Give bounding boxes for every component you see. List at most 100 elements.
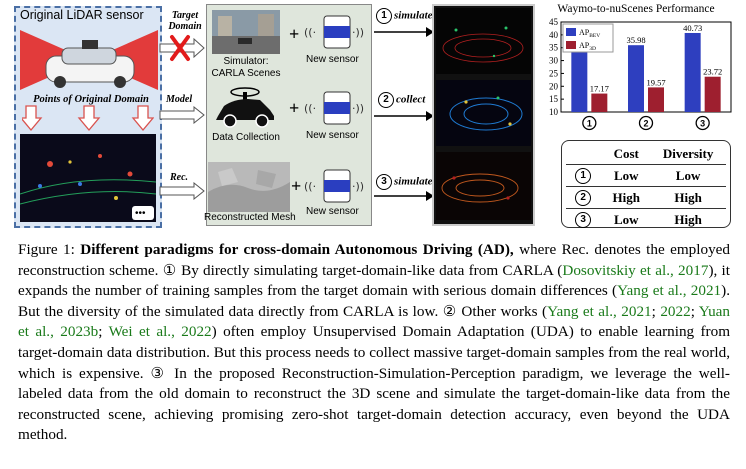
row-2-diversity: High xyxy=(650,186,726,209)
reconstructed-mesh-caption: Reconstructed Mesh xyxy=(204,212,296,223)
citation-link[interactable]: Yuan et al., 2023b xyxy=(18,302,730,341)
data-label: 17.17 xyxy=(590,84,609,94)
caption-text: Other works ( xyxy=(456,302,548,320)
citation-link[interactable]: 2022 xyxy=(660,302,691,320)
svg-text:((·: ((· xyxy=(304,102,316,115)
caption-prefix: Figure 1: xyxy=(18,241,81,258)
citation-link[interactable]: Wei et al., 2022 xyxy=(108,323,212,341)
step-1-label: 1 simulate xyxy=(376,8,433,24)
caption-text: ; xyxy=(98,323,109,341)
caption-text: ; xyxy=(690,302,699,320)
new-sensor-icon-2: ((· ·)) xyxy=(304,91,364,125)
caption-text: By directly simulating target-domain-lik… xyxy=(176,261,563,279)
down-arrows-icon xyxy=(22,105,154,132)
new-sensor-label-3: New sensor xyxy=(306,206,359,217)
legend-swatch xyxy=(566,41,576,49)
points-of-original-domain-label: Points of Original Domain xyxy=(33,94,149,105)
caption-bold-title: Different paradigms for cross-domain Aut… xyxy=(80,241,514,258)
new-sensor-icon-1: ((· ·)) xyxy=(304,15,364,49)
simulated-point-cloud-1 xyxy=(436,8,531,74)
step-1-arrow xyxy=(374,27,434,37)
ellipsis-badge: ••• xyxy=(135,208,146,219)
plus-sign-2: + xyxy=(289,98,300,118)
model-label: Model xyxy=(166,94,193,105)
row-1-diversity: Low xyxy=(675,167,701,183)
row-3-cost: Low xyxy=(602,208,651,230)
new-sensor-icon-3: ((· ·)) xyxy=(304,169,364,203)
table-header-row: Cost Diversity xyxy=(566,143,726,165)
y-tick-label: 30 xyxy=(549,56,559,66)
bar-AP_BEV-1 xyxy=(571,48,588,112)
caption-text: ). But the diversity of the simulated da… xyxy=(18,282,730,320)
caption-circle-1: ① xyxy=(162,261,177,279)
data-label: 23.72 xyxy=(703,67,722,77)
new-sensor-label-2: New sensor xyxy=(306,130,359,141)
cost-header: Cost xyxy=(602,143,651,165)
step-2-label: 2 collect xyxy=(378,92,425,108)
y-tick-label: 25 xyxy=(549,68,559,78)
figure-caption: Figure 1: Different paradigms for cross-… xyxy=(18,240,730,446)
category-circle-icon xyxy=(695,115,710,131)
caption-text: In the proposed Reconstruction-Simulatio… xyxy=(18,364,730,444)
carla-scenes-caption: Simulator: CARLA Scenes xyxy=(211,56,281,79)
chart-title: Waymo-to-nuScenes Performance xyxy=(557,3,715,15)
bar-AP_BEV-2 xyxy=(628,45,644,112)
caption-text: ), it expands the number of training sam… xyxy=(18,261,730,300)
svg-text:·)): ·)) xyxy=(352,102,364,115)
y-tick-label: 45 xyxy=(549,17,559,27)
table-row: 3 Low High xyxy=(566,208,726,230)
rec-label: Rec. xyxy=(170,172,189,183)
citation-link[interactable]: Dosovitskiy et al., 2017 xyxy=(562,261,709,279)
y-tick-label: 40 xyxy=(549,30,559,40)
lidar-car-illustration xyxy=(20,30,158,90)
category-circle-icon xyxy=(582,115,597,131)
category-label: 1 xyxy=(587,119,592,129)
category-label: 2 xyxy=(643,119,648,129)
row-1-cost: Low xyxy=(613,167,639,183)
target-domain-label: Target Domain xyxy=(168,10,202,32)
data-label: 40.73 xyxy=(683,23,702,33)
svg-text:((·: ((· xyxy=(304,180,316,193)
row-3-number: 3 xyxy=(575,212,592,228)
caption-circle-2: ② xyxy=(442,302,457,320)
model-arrow xyxy=(159,106,205,124)
rec-arrow xyxy=(159,182,205,200)
original-point-cloud-image: ••• xyxy=(20,134,156,222)
waymo-to-nuscenes-bar-chart: 101520253035404534.6817.17135.9819.57240… xyxy=(549,17,732,131)
bar-AP_3D-3 xyxy=(704,76,721,112)
data-collection-caption: Data Collection xyxy=(212,132,280,143)
citation-link[interactable]: Yang et al., 2021 xyxy=(547,302,652,320)
svg-text:·)): ·)) xyxy=(352,180,364,193)
legend-swatch xyxy=(566,28,576,36)
step-3-arrow xyxy=(374,191,434,201)
data-label: 35.98 xyxy=(626,35,645,45)
citation-link[interactable]: Yang et al., 2021 xyxy=(617,282,722,300)
step-2-arrow xyxy=(374,111,434,121)
simulated-point-cloud-3 xyxy=(436,152,531,220)
collected-point-cloud-2 xyxy=(436,80,531,146)
blocked-arrow xyxy=(159,35,205,61)
cost-diversity-table: Cost Diversity 1 Low Low 2 High High 3 L… xyxy=(566,143,726,230)
svg-text:·)): ·)) xyxy=(352,26,364,39)
table-row: 2 High High xyxy=(566,186,726,209)
data-label: 19.57 xyxy=(646,77,665,87)
category-circle-icon xyxy=(638,115,654,131)
caption-circle-3: ③ xyxy=(150,364,168,382)
plus-sign-1: + xyxy=(289,24,300,44)
table-row: 1 Low Low xyxy=(566,165,726,187)
step-3-label: 3 simulate xyxy=(376,174,433,190)
y-tick-label: 10 xyxy=(549,107,559,117)
row-2-number: 2 xyxy=(575,190,592,206)
new-sensor-label-1: New sensor xyxy=(306,54,359,65)
bar-AP_3D-1 xyxy=(591,93,608,112)
y-tick-label: 15 xyxy=(549,94,559,104)
y-tick-label: 20 xyxy=(549,81,559,91)
original-lidar-title: Original LiDAR sensor xyxy=(20,8,144,22)
bar-AP_BEV-3 xyxy=(684,32,701,113)
category-label: 3 xyxy=(700,119,705,129)
legend-label: APBEV xyxy=(579,28,600,39)
row-2-cost: High xyxy=(602,186,651,209)
y-tick-label: 35 xyxy=(549,43,559,53)
caption-text: ) often employ Unsupervised Domain Adapt… xyxy=(18,323,731,382)
plus-sign-3: + xyxy=(291,176,302,196)
